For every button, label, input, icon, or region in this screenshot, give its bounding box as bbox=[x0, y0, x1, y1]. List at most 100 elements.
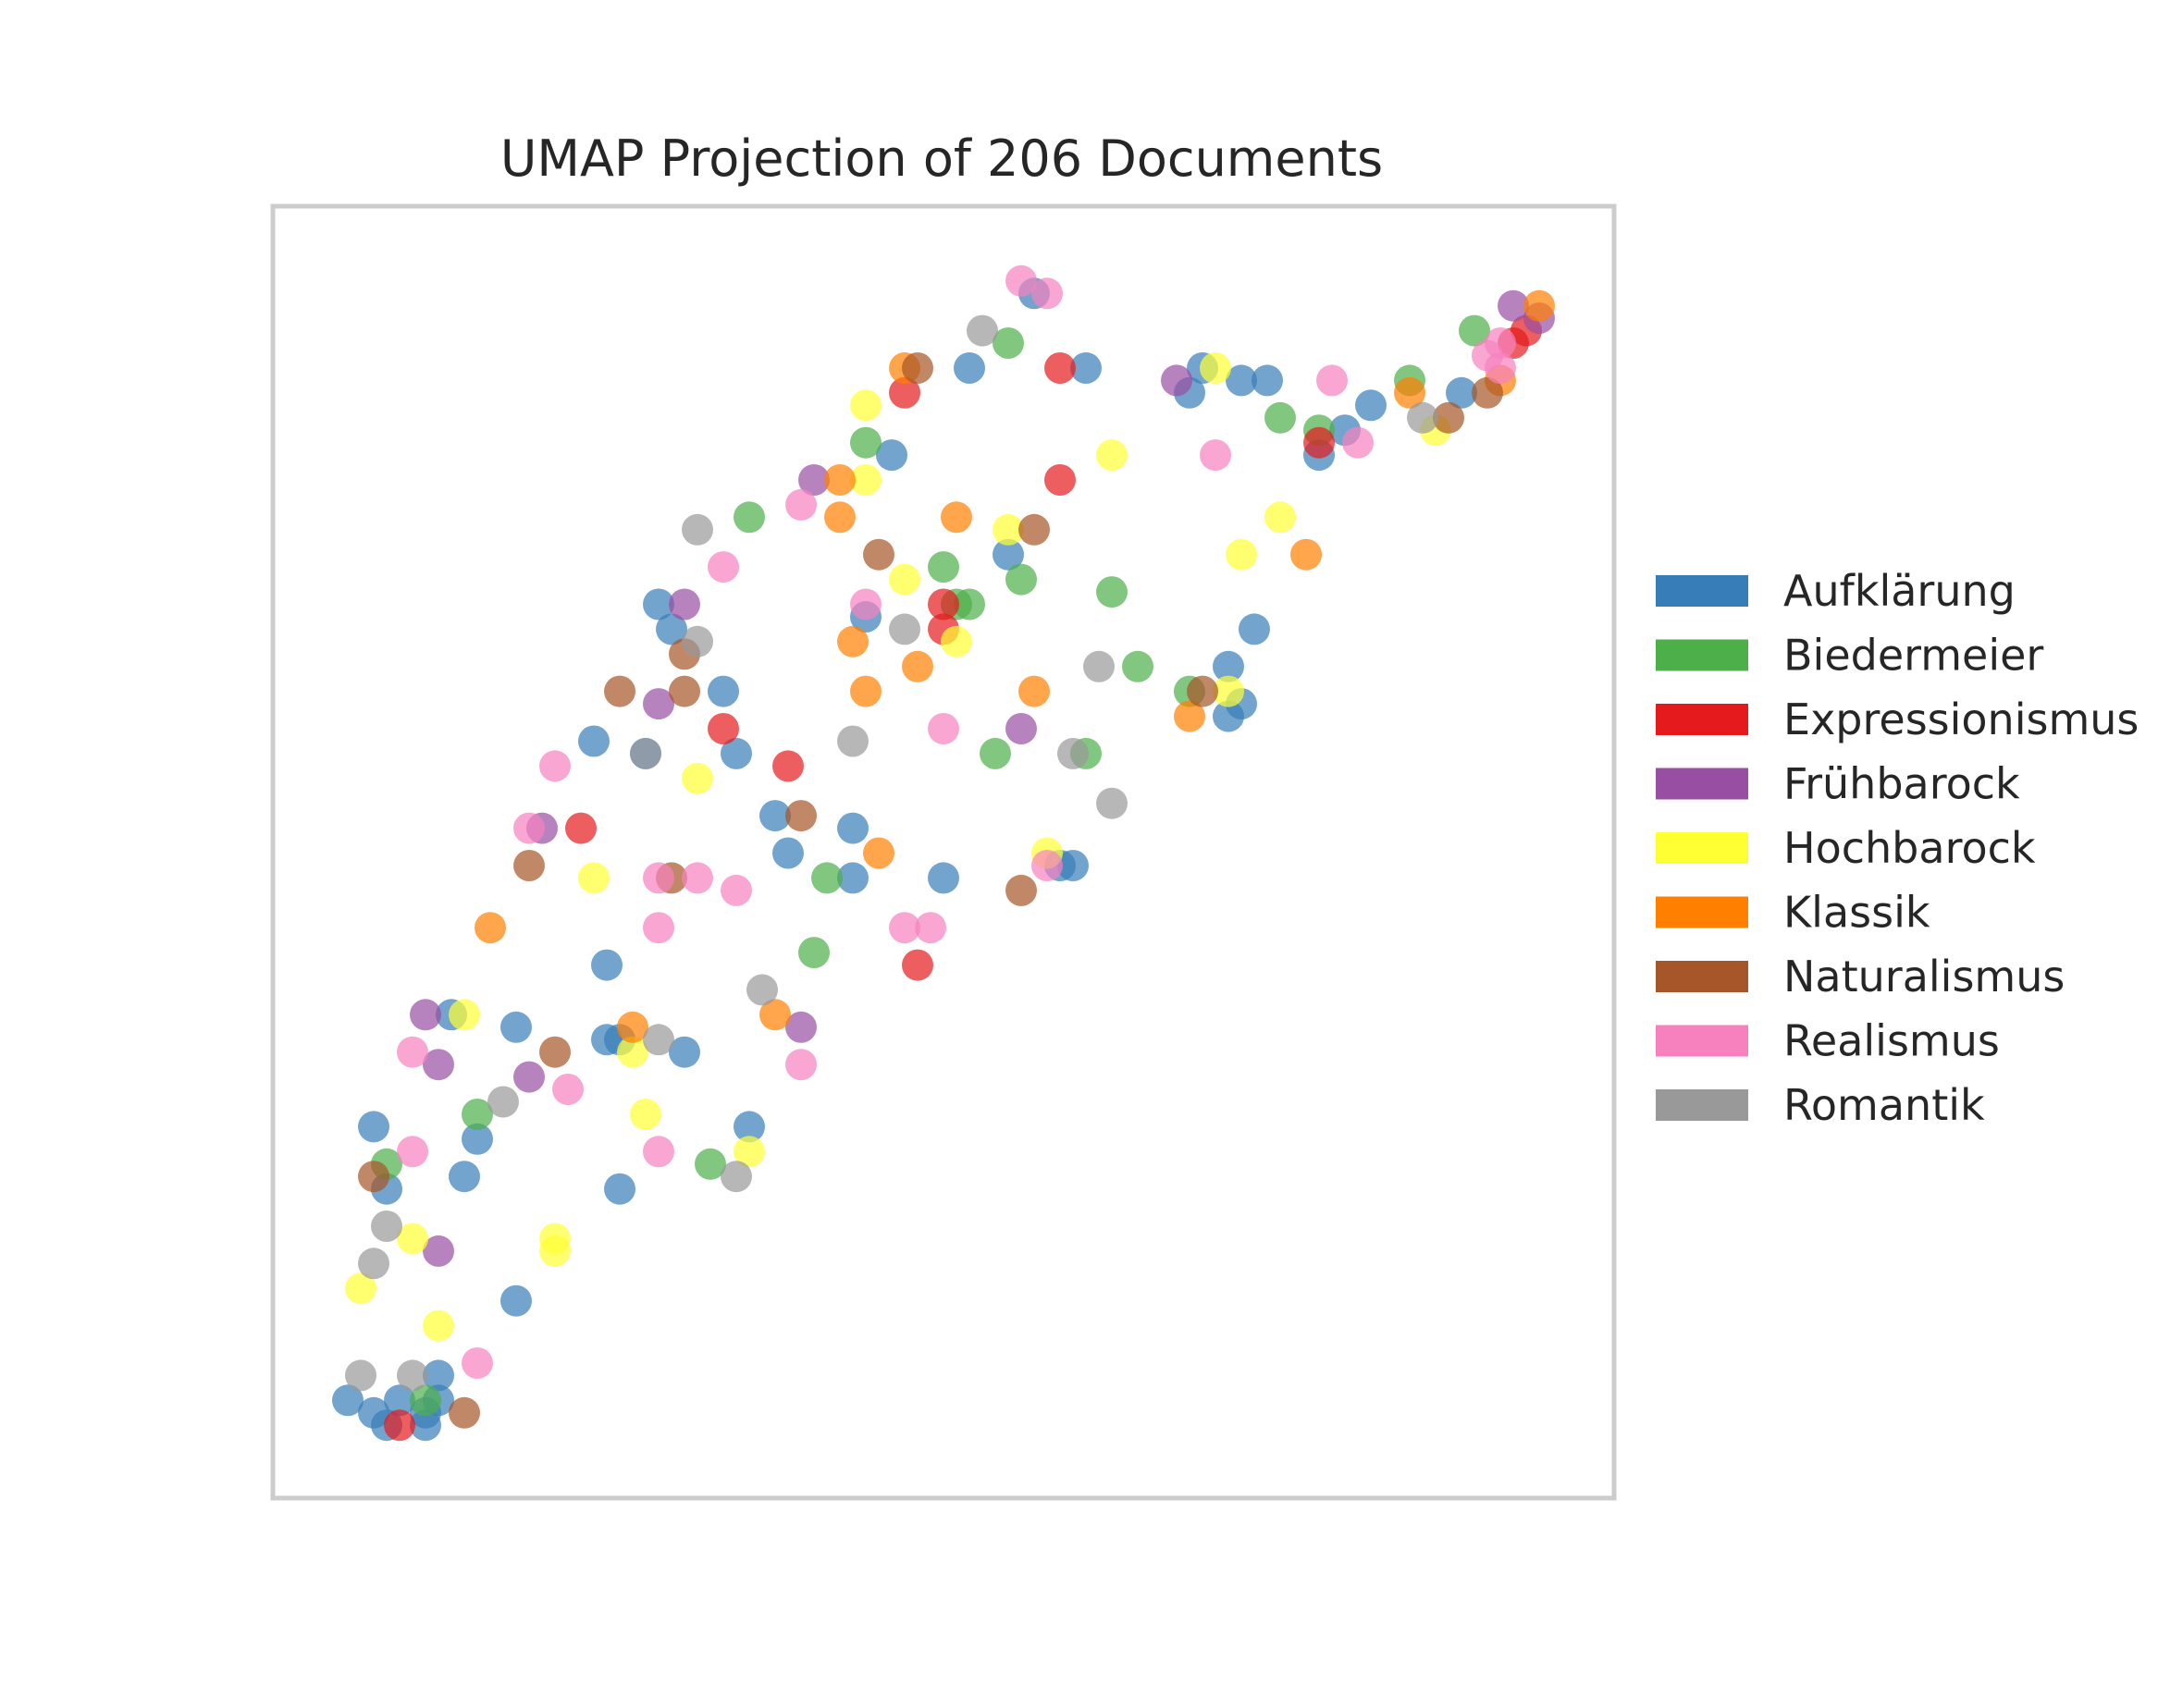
point-realismus-5 bbox=[928, 713, 959, 744]
point-aufklarung-10 bbox=[643, 588, 674, 621]
point-fruhbarock-11 bbox=[1498, 289, 1529, 322]
point-expressionismus-5 bbox=[708, 713, 739, 744]
point-hochbarock-5 bbox=[1096, 439, 1128, 472]
point-aufklarung-35 bbox=[449, 1161, 480, 1193]
point-biedermeier-13 bbox=[798, 937, 830, 969]
point-romantik-16 bbox=[397, 1359, 428, 1392]
point-naturalismus-11 bbox=[358, 1161, 389, 1193]
point-realismus-26 bbox=[1485, 327, 1516, 359]
point-biedermeier-21 bbox=[1459, 314, 1490, 347]
point-aufklarung-50 bbox=[1355, 389, 1387, 422]
point-romantik-17 bbox=[1407, 401, 1438, 434]
point-realismus-14 bbox=[1031, 850, 1063, 881]
point-realismus-4 bbox=[850, 588, 882, 621]
point-hochbarock-1 bbox=[850, 464, 882, 496]
legend-label-fruhbarock: Frühbarock bbox=[1783, 759, 2020, 809]
point-fruhbarock-2 bbox=[643, 688, 674, 720]
point-klassik-6 bbox=[902, 650, 933, 682]
point-naturalismus-2 bbox=[1018, 513, 1050, 546]
point-romantik-10 bbox=[643, 1024, 674, 1056]
legend-label-naturalismus: Naturalismus bbox=[1783, 952, 2065, 1001]
legend-label-hochbarock: Hochbarock bbox=[1783, 823, 2036, 873]
point-expressionismus-10 bbox=[1303, 426, 1335, 459]
point-aufklarung-14 bbox=[578, 725, 610, 757]
point-hochbarock-18 bbox=[345, 1272, 376, 1305]
point-realismus-20 bbox=[462, 1347, 493, 1379]
point-expressionismus-2 bbox=[1044, 464, 1076, 496]
point-aufklarung-51 bbox=[1446, 376, 1477, 409]
point-fruhbarock-5 bbox=[410, 999, 441, 1031]
point-klassik-13 bbox=[1290, 538, 1322, 571]
point-hochbarock-14 bbox=[734, 1136, 765, 1168]
point-hochbarock-2 bbox=[993, 513, 1024, 546]
point-realismus-9 bbox=[682, 862, 713, 894]
point-fruhbarock-7 bbox=[513, 1061, 545, 1093]
point-klassik-4 bbox=[837, 625, 869, 657]
point-fruhbarock-1 bbox=[669, 588, 700, 621]
point-klassik-3 bbox=[941, 501, 972, 534]
point-romantik-11 bbox=[487, 1086, 519, 1118]
point-naturalismus-0 bbox=[902, 352, 933, 384]
legend-label-aufklarung: Aufklärung bbox=[1783, 566, 2016, 616]
point-hochbarock-0 bbox=[850, 389, 882, 422]
point-realismus-21 bbox=[1200, 439, 1231, 472]
legend-swatch-biedermeier bbox=[1656, 639, 1748, 671]
point-naturalismus-14 bbox=[1433, 401, 1464, 434]
point-aufklarung-7 bbox=[876, 439, 907, 472]
point-realismus-8 bbox=[643, 862, 674, 894]
point-hochbarock-8 bbox=[1213, 675, 1244, 707]
point-biedermeier-18 bbox=[1264, 401, 1296, 434]
point-aufklarung-6 bbox=[1252, 364, 1283, 397]
point-aufklarung-18 bbox=[837, 812, 869, 844]
point-expressionismus-6 bbox=[772, 750, 804, 782]
point-aufklarung-16 bbox=[759, 800, 791, 832]
point-hochbarock-9 bbox=[682, 762, 713, 794]
point-klassik-10 bbox=[759, 999, 791, 1031]
point-hochbarock-17 bbox=[539, 1235, 571, 1267]
point-naturalismus-5 bbox=[669, 675, 700, 707]
point-romantik-13 bbox=[371, 1210, 402, 1242]
point-realismus-10 bbox=[721, 874, 752, 906]
point-romantik-12 bbox=[721, 1161, 752, 1193]
point-aufklarung-8 bbox=[993, 538, 1024, 571]
point-fruhbarock-3 bbox=[1005, 713, 1037, 744]
point-biedermeier-7 bbox=[1096, 576, 1128, 608]
point-expressionismus-8 bbox=[902, 949, 933, 981]
point-fruhbarock-8 bbox=[785, 1011, 817, 1043]
point-hochbarock-12 bbox=[617, 1036, 648, 1068]
point-biedermeier-6 bbox=[954, 588, 985, 621]
legend-swatch-klassik bbox=[1656, 896, 1748, 928]
point-realismus-6 bbox=[539, 750, 571, 782]
point-aufklarung-23 bbox=[1213, 700, 1244, 732]
point-aufklarung-5 bbox=[1226, 364, 1257, 397]
point-aufklarung-39 bbox=[500, 1284, 532, 1317]
legend-swatch-naturalismus bbox=[1656, 961, 1748, 992]
point-romantik-14 bbox=[358, 1247, 389, 1280]
point-klassik-11 bbox=[617, 1011, 648, 1043]
point-expressionismus-0 bbox=[1044, 352, 1076, 384]
point-aufklarung-12 bbox=[708, 675, 739, 707]
point-aufklarung-27 bbox=[591, 949, 623, 981]
legend-label-expressionismus: Expressionismus bbox=[1783, 694, 2139, 744]
point-biedermeier-2 bbox=[734, 501, 765, 534]
point-biedermeier-4 bbox=[1005, 563, 1037, 596]
point-realismus-25 bbox=[1485, 352, 1516, 384]
point-romantik-4 bbox=[630, 737, 661, 769]
legend-label-klassik: Klassik bbox=[1783, 888, 1930, 938]
point-hochbarock-15 bbox=[397, 1223, 428, 1255]
point-realismus-1 bbox=[1031, 277, 1063, 310]
point-biedermeier-8 bbox=[1122, 650, 1153, 682]
point-klassik-1 bbox=[824, 464, 856, 496]
point-naturalismus-6 bbox=[785, 800, 817, 832]
point-realismus-11 bbox=[643, 912, 674, 944]
point-biedermeier-17 bbox=[410, 1384, 441, 1417]
point-realismus-23 bbox=[1342, 426, 1374, 459]
point-naturalismus-7 bbox=[513, 850, 545, 881]
point-naturalismus-15 bbox=[1472, 376, 1503, 409]
legend-label-realismus: Realismus bbox=[1783, 1016, 2000, 1066]
legend-swatch-hochbarock bbox=[1656, 832, 1748, 864]
point-romantik-8 bbox=[1096, 787, 1128, 819]
point-klassik-2 bbox=[824, 501, 856, 534]
point-aufklarung-20 bbox=[928, 862, 959, 894]
